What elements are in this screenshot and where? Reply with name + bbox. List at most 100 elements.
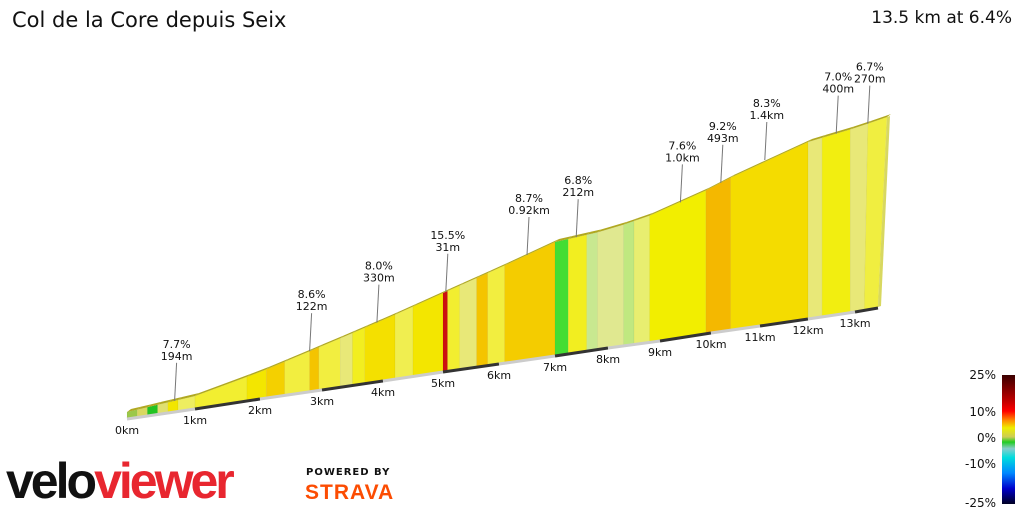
profile-top-edge [284, 348, 314, 362]
annotation-leader [445, 253, 449, 292]
annotation-length: 194m [161, 350, 193, 363]
annotation-gradient: 7.6% [668, 139, 696, 152]
profile-top-edge [443, 288, 452, 293]
annotation-length: 0.92km [508, 204, 550, 217]
distance-axis-segment [498, 354, 556, 366]
gradient-segment [649, 190, 707, 342]
distance-axis-segment [759, 317, 809, 328]
x-tick-label: 7km [543, 361, 567, 374]
profile-top-edge [822, 126, 855, 138]
profile-top-edge [178, 393, 199, 400]
profile-top-edge [459, 275, 481, 286]
annotation-leader [376, 284, 380, 323]
gradient-segment [807, 137, 823, 319]
profile-top-edge [705, 174, 735, 191]
gradient-segment [730, 141, 809, 330]
legend-label: -10% [964, 457, 996, 471]
annotation-gradient: 8.3% [753, 97, 781, 110]
gradient-legend-bar [1002, 375, 1015, 504]
annotation-gradient: 7.0% [824, 71, 852, 84]
annotation-gradient: 6.7% [856, 61, 884, 74]
distance-axis-segment [126, 407, 196, 421]
gradient-segment [597, 224, 624, 349]
distance-axis-segment [442, 362, 500, 374]
annotation-gradient: 15.5% [430, 229, 465, 242]
gradient-segment [623, 220, 635, 346]
gradient-segment [459, 277, 477, 369]
x-tick-label: 0km [115, 424, 139, 437]
legend-label: 10% [969, 405, 996, 419]
profile-top-edge [309, 344, 323, 352]
profile-top-edge [555, 236, 573, 242]
profile-top-edge [127, 406, 142, 412]
distance-axis-segment [321, 379, 384, 392]
profile-top-edge [568, 231, 591, 239]
climb-title: Col de la Core depuis Seix [12, 8, 287, 32]
annotation-gradient: 8.0% [365, 260, 393, 273]
annotation-leader [835, 95, 839, 134]
gradient-segment [340, 332, 353, 387]
strava-logo[interactable]: STRAVA [305, 481, 395, 504]
x-tick-label: 13km [839, 317, 870, 330]
legend-label: 0% [976, 431, 996, 445]
gradient-segment [487, 265, 505, 365]
gradient-segment [394, 306, 414, 379]
gradient-segment [447, 285, 461, 371]
annotation-leader [679, 164, 683, 203]
x-tick-label: 4km [371, 386, 395, 399]
gradient-segment [554, 238, 569, 356]
profile-top-edge [586, 229, 602, 235]
profile-top-edge [413, 290, 447, 307]
x-tick-label: 1km [183, 414, 207, 427]
profile-top-edge [266, 358, 289, 370]
gradient-segment [309, 346, 320, 392]
annotation-gradient: 7.7% [163, 338, 191, 351]
annotation-gradient: 8.6% [298, 288, 326, 301]
x-tick-label: 5km [431, 377, 455, 390]
profile-top-edge [318, 335, 345, 348]
annotation-length: 400m [822, 83, 854, 96]
profile-top-edge [867, 114, 891, 124]
annotation-length: 1.0km [665, 151, 700, 164]
powered-by-label: POWERED BY [306, 467, 391, 478]
distance-axis-segment [710, 324, 761, 335]
veloviewer-logo[interactable]: veloviewer [6, 453, 235, 509]
profile-top-edge [147, 401, 162, 408]
annotation-leader [526, 216, 530, 256]
gradient-segment [504, 241, 556, 363]
annotation-length: 212m [562, 186, 594, 199]
gradient-segment [476, 272, 489, 367]
profile-top-edge [850, 120, 872, 130]
gradient-segment [821, 129, 851, 317]
annotation-gradient: 8.7% [515, 192, 543, 205]
gradient-segment [568, 234, 588, 354]
gradient-segment [705, 177, 731, 334]
x-tick-label: 3km [310, 395, 334, 408]
legend-label: -25% [964, 496, 996, 510]
profile-top-edge [340, 330, 357, 339]
profile-top-edge [623, 218, 638, 225]
annotation-length: 122m [296, 300, 328, 313]
annotation-length: 493m [707, 132, 739, 145]
profile-top-edge [447, 282, 464, 291]
profile-top-edge [487, 262, 509, 273]
x-tick-label: 6km [487, 369, 511, 382]
gradient-segment [586, 232, 598, 351]
profile-top-edge [597, 221, 628, 233]
annotation-length: 330m [363, 272, 395, 285]
distance-axis-segment [259, 388, 323, 401]
profile-top-edge [137, 404, 152, 410]
profile-top-edge [808, 134, 827, 142]
profile-top-edge [352, 324, 369, 333]
legend-label: 25% [969, 368, 996, 382]
annotation-leader [867, 85, 871, 124]
distance-axis-segment [607, 339, 661, 350]
distance-axis-segment [807, 310, 856, 321]
profile-top-edge [247, 366, 271, 377]
gradient-segment [352, 327, 365, 385]
annotation-leader [720, 144, 724, 183]
x-tick-label: 9km [648, 346, 672, 359]
profile-top-edge [395, 303, 417, 315]
annotation-leader [575, 199, 579, 238]
profile-top-edge [504, 239, 559, 266]
